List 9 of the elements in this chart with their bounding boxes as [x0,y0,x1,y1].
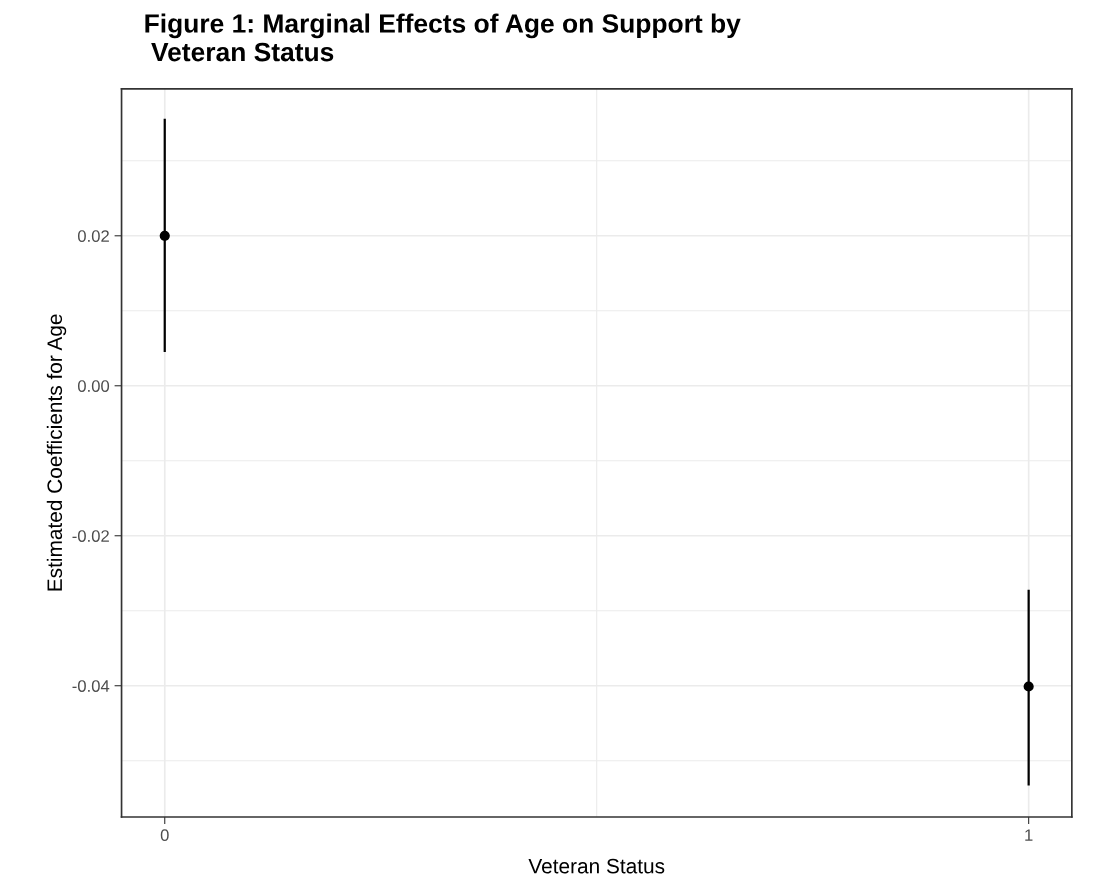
chart-title: Figure 1: Marginal Effects of Age on Support by Veteran Status [145,13,741,62]
x-tick-label: 1 [1025,829,1033,841]
y-tick-label: 0.02 [77,230,109,242]
x-axis-title: Veteran Status [528,858,665,874]
y-tick-label: -0.04 [72,680,110,692]
x-tick-label: 0 [160,829,169,842]
y-tick-label: -0.02 [72,530,109,542]
y-axis-title: Estimated Coefficients for Age [46,314,67,591]
y-tick-label: 0.00 [77,380,110,392]
